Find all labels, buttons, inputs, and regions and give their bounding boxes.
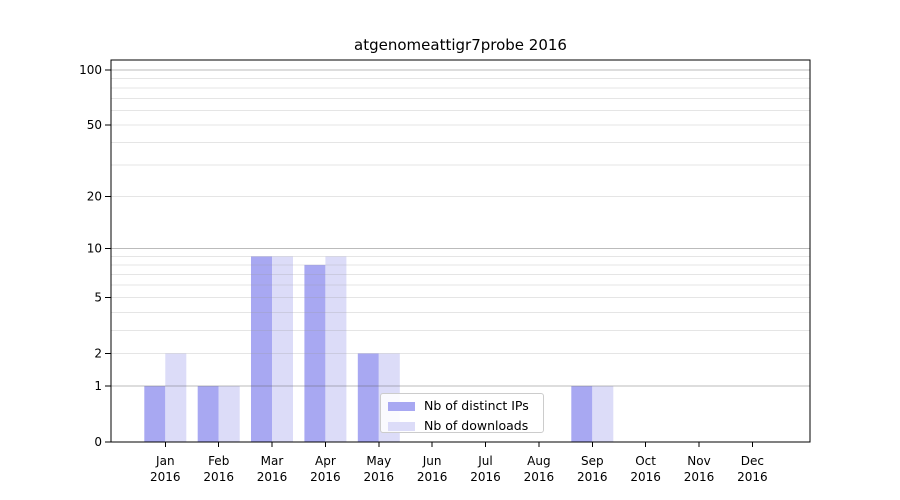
- x-tick-label-year: 2016: [577, 470, 608, 484]
- bar-distinct_ips-apr: [304, 264, 326, 442]
- y-tick-label: 5: [94, 291, 102, 305]
- x-tick-label-month: Oct: [635, 454, 656, 468]
- x-tick-label-month: Feb: [208, 454, 229, 468]
- x-tick-label-month: Jul: [477, 454, 492, 468]
- bar-distinct_ips-sep: [571, 386, 593, 442]
- legend: Nb of distinct IPs Nb of downloads: [380, 393, 544, 433]
- bars-group: [144, 256, 614, 442]
- bar-distinct_ips-mar: [251, 256, 272, 442]
- bar-distinct_ips-feb: [197, 386, 219, 442]
- x-tick-label-year: 2016: [470, 470, 501, 484]
- y-tick-label: 20: [87, 190, 102, 204]
- y-tick-label: 50: [87, 118, 102, 132]
- x-tick-label-year: 2016: [364, 470, 395, 484]
- y-axis: 0 1 2 5 10 20 50 100: [79, 63, 111, 449]
- y-tick-label: 100: [79, 63, 102, 77]
- bar-distinct_ips-may: [357, 353, 379, 442]
- x-tick-label-month: Jun: [422, 454, 442, 468]
- y-tick-label: 2: [94, 346, 102, 360]
- bar-downloads-sep: [592, 386, 614, 442]
- x-tick-label-month: Apr: [315, 454, 336, 468]
- x-tick-label-month: Mar: [261, 454, 284, 468]
- bar-downloads-jan: [165, 353, 187, 442]
- legend-item-downloads: Nb of downloads: [381, 417, 543, 435]
- x-tick-label-year: 2016: [310, 470, 341, 484]
- gridlines: [111, 69, 810, 387]
- x-tick-label-month: Aug: [527, 454, 550, 468]
- bar-downloads-apr: [325, 256, 347, 442]
- y-tick-label: 0: [94, 435, 102, 449]
- x-tick-label-year: 2016: [257, 470, 288, 484]
- x-tick-label-year: 2016: [203, 470, 234, 484]
- legend-item-distinct-ips: Nb of distinct IPs: [381, 397, 543, 415]
- plot-frame: [110, 59, 811, 443]
- legend-label-distinct-ips: Nb of distinct IPs: [424, 398, 529, 413]
- legend-swatch-downloads: [388, 421, 415, 431]
- y-tick-label: 10: [87, 242, 102, 256]
- x-tick-label-month: Sep: [581, 454, 604, 468]
- x-tick-label-year: 2016: [737, 470, 768, 484]
- x-tick-label-month: May: [366, 454, 391, 468]
- bar-distinct_ips-jan: [144, 386, 166, 442]
- x-axis: Jan 2016 Feb 2016 Mar 2016 Apr 2016 May 2016 Jun 20…: [150, 442, 768, 484]
- legend-swatch-distinct-ips: [388, 401, 415, 411]
- x-tick-label-year: 2016: [524, 470, 555, 484]
- x-tick-label-year: 2016: [684, 470, 715, 484]
- x-tick-label-year: 2016: [417, 470, 448, 484]
- legend-label-downloads: Nb of downloads: [424, 418, 529, 433]
- y-tick-label: 1: [94, 379, 102, 393]
- chart-title: atgenomeattigr7probe 2016: [354, 36, 567, 54]
- x-tick-label-month: Jan: [155, 454, 175, 468]
- bar-downloads-mar: [272, 256, 293, 442]
- x-tick-label-month: Dec: [741, 454, 764, 468]
- x-tick-label-month: Nov: [687, 454, 710, 468]
- x-tick-label-year: 2016: [630, 470, 661, 484]
- bar-downloads-feb: [218, 386, 240, 442]
- x-tick-label-year: 2016: [150, 470, 181, 484]
